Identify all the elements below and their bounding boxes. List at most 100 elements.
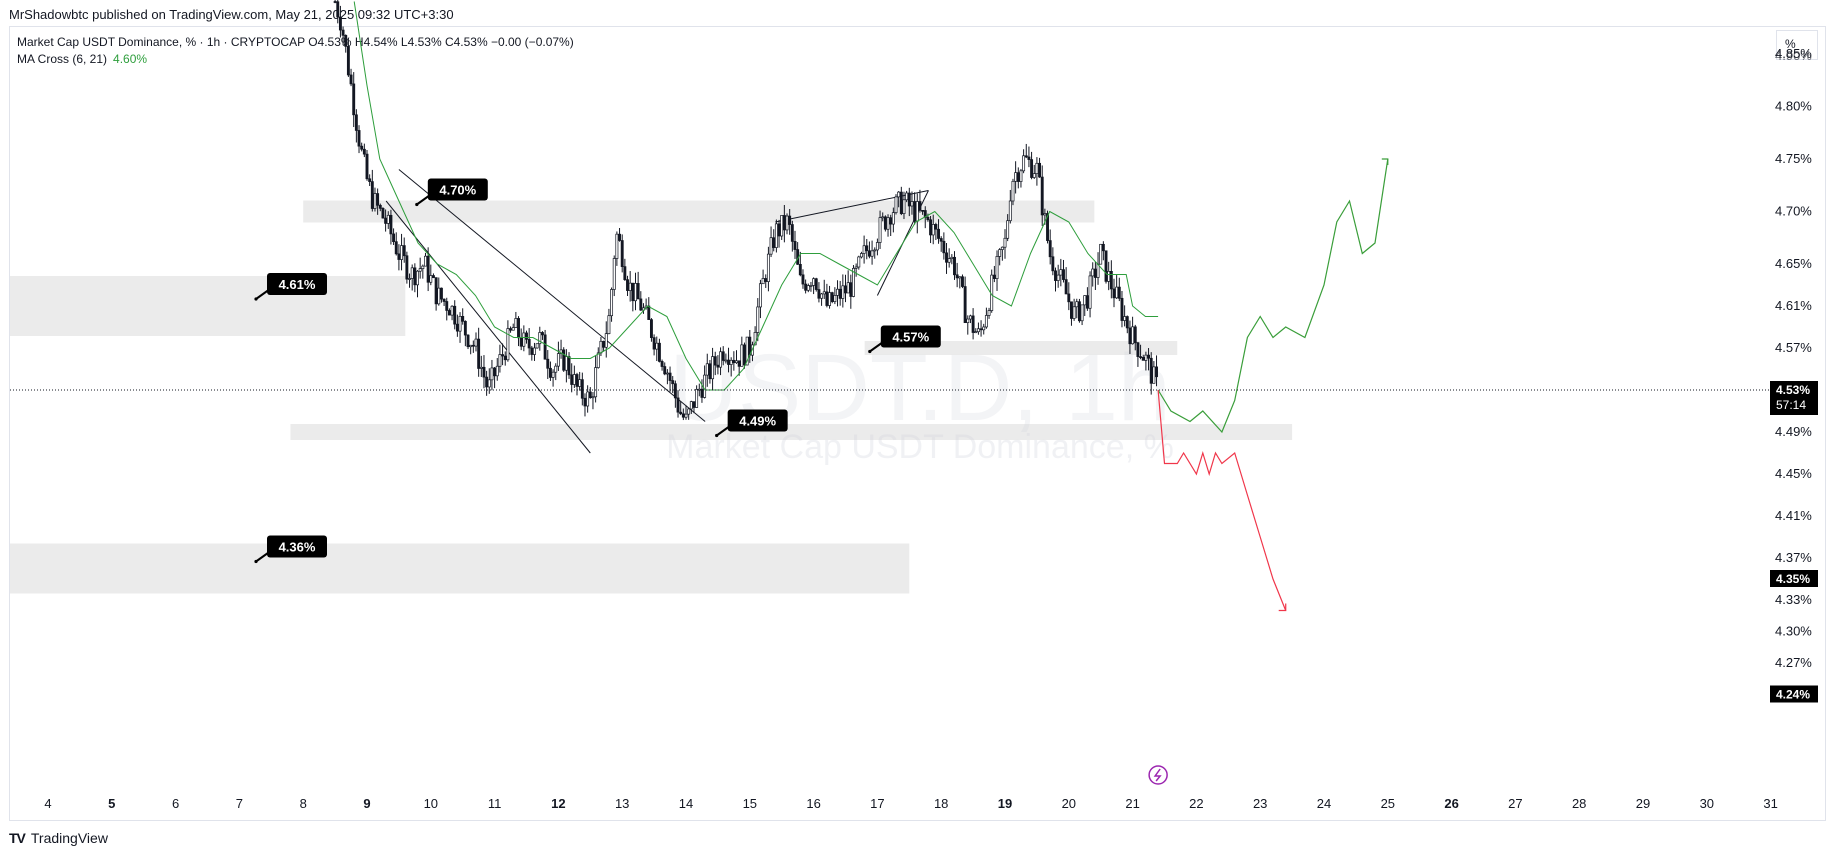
candle-body	[971, 315, 975, 333]
candle-body	[883, 216, 887, 230]
event-flash-icon	[1148, 765, 1168, 785]
candle-body	[562, 349, 566, 371]
candle-body	[450, 305, 454, 316]
candle-body	[870, 250, 874, 257]
candle-body	[859, 253, 863, 258]
candle-body	[1091, 268, 1095, 277]
symbol-ohlc-line: Market Cap USDT Dominance, % · 1h · CRYP…	[17, 35, 574, 49]
candle-body	[636, 283, 640, 300]
candle-body	[572, 374, 576, 385]
candle-body	[1085, 295, 1089, 309]
candle-body	[1136, 342, 1140, 357]
label-box-4.70%	[427, 178, 488, 201]
candle-body	[570, 374, 574, 385]
publish-info: MrShadowbtc published on TradingView.com…	[9, 7, 454, 22]
candle-body	[501, 354, 505, 357]
candle-body	[1014, 172, 1018, 182]
x-tick-26: 26	[1444, 796, 1458, 811]
candle-body	[410, 267, 414, 279]
candle-body	[365, 153, 369, 180]
trendline-1	[398, 169, 706, 422]
percent-scale-button[interactable]: %	[1776, 30, 1818, 60]
candle-body	[439, 287, 443, 300]
candle-body	[556, 353, 560, 367]
candle-body	[421, 265, 425, 269]
x-tick-25: 25	[1381, 796, 1395, 811]
indicator-name[interactable]: MA Cross (6, 21)	[17, 52, 108, 66]
candle-body	[756, 306, 760, 333]
candle-body	[1088, 275, 1092, 309]
candle-body	[447, 310, 451, 316]
candle-body	[1027, 156, 1031, 160]
price-badge-text: 4.24%	[1776, 688, 1810, 702]
candle-body	[333, 1, 337, 3]
candle-body	[668, 372, 672, 381]
candle-body	[487, 379, 491, 388]
candle-body	[538, 332, 542, 345]
candle-body	[817, 289, 821, 299]
candle-body	[514, 318, 518, 328]
candle-body	[591, 396, 595, 399]
candle-body	[774, 223, 778, 248]
candle-body	[852, 268, 855, 297]
y-tick-4.80%: 4.80%	[1775, 99, 1812, 114]
x-tick-24: 24	[1317, 796, 1331, 811]
candle-body	[692, 401, 696, 408]
candle-body	[628, 282, 632, 291]
chart-pane[interactable]	[9, 26, 1826, 821]
trendline-2	[775, 190, 929, 223]
candle-body	[1131, 326, 1135, 345]
x-tick-5: 5	[108, 796, 115, 811]
candle-body	[899, 191, 903, 214]
y-tick-4.33%: 4.33%	[1775, 592, 1812, 607]
x-tick-28: 28	[1572, 796, 1586, 811]
candle-body	[461, 316, 465, 322]
candle-body	[867, 250, 871, 257]
candle-body	[830, 292, 834, 302]
candle-body	[474, 338, 478, 347]
x-tick-17: 17	[870, 796, 884, 811]
watermark-name: Market Cap USDT Dominance, %	[666, 428, 1174, 466]
candle-body	[836, 288, 839, 296]
label-box-4.61%	[267, 273, 327, 295]
candle-body	[889, 217, 893, 225]
candle-body	[437, 287, 441, 305]
candle-body	[982, 326, 986, 331]
level-label-4.57%: 4.57%	[892, 330, 929, 345]
candle-body	[745, 336, 749, 366]
candle-body	[1109, 270, 1113, 290]
candle-body	[490, 367, 494, 381]
candle-body	[857, 256, 861, 268]
candle-body	[458, 316, 462, 332]
candle-body	[711, 356, 715, 380]
candle-body	[479, 366, 483, 369]
candle-body	[1022, 155, 1026, 172]
candle-body	[894, 196, 898, 213]
level-label-4.70%: 4.70%	[439, 183, 476, 198]
level-label-4.49%: 4.49%	[739, 414, 776, 429]
candle-body	[548, 367, 552, 378]
event-icon-layer	[1148, 765, 1168, 785]
candle-body	[798, 264, 802, 276]
candle-body	[979, 328, 983, 331]
candle-body	[1125, 316, 1129, 329]
tradingview-footer[interactable]: TV TradingView	[9, 830, 108, 846]
candle-body	[466, 334, 470, 348]
candle-body	[1152, 366, 1156, 384]
candle-body	[357, 130, 361, 147]
candle-body	[559, 349, 563, 354]
candle-body	[362, 148, 366, 155]
candle-body	[368, 178, 372, 182]
candle-body	[961, 276, 964, 287]
candle-body	[386, 214, 390, 224]
candle-body	[445, 301, 449, 311]
candle-body	[506, 328, 510, 361]
series-bear-projection	[1157, 389, 1287, 611]
candle-body	[376, 193, 380, 206]
x-tick-7: 7	[236, 796, 243, 811]
candle-body	[833, 295, 837, 302]
candle-body	[631, 282, 635, 302]
candle-body	[509, 328, 513, 331]
candle-body	[828, 292, 832, 306]
